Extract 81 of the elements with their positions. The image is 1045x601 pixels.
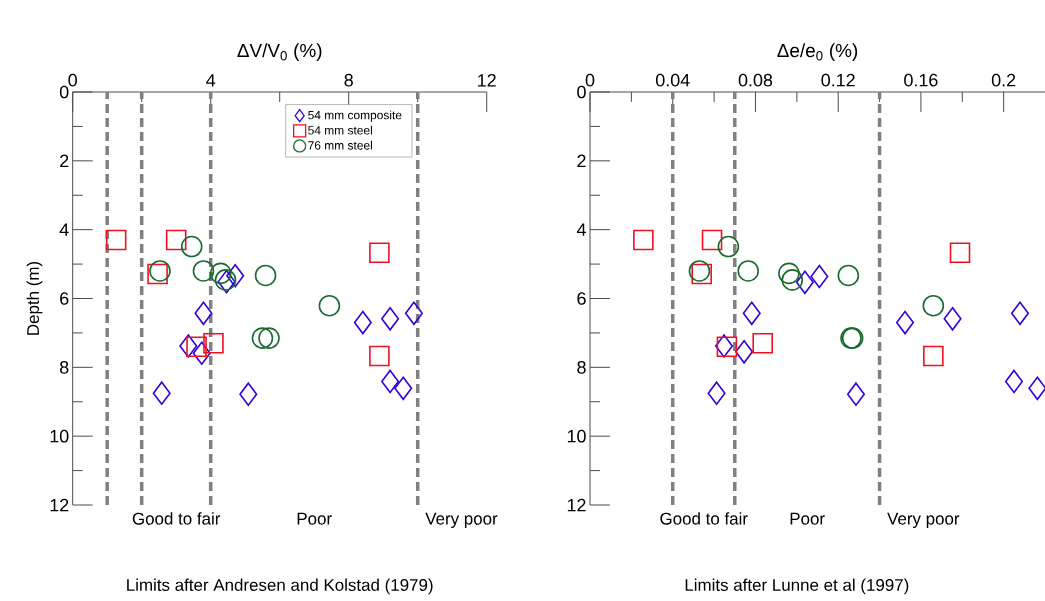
y-axis-title: Depth (m)	[26, 261, 43, 335]
x-tick-label: 0.12	[821, 73, 855, 87]
text: Poor	[790, 512, 825, 525]
point	[707, 381, 726, 405]
y-tick-label: 2	[577, 154, 586, 168]
point	[717, 235, 740, 258]
point	[701, 229, 723, 251]
point	[179, 334, 198, 358]
point	[226, 263, 245, 288]
y-tick-label: 0	[577, 85, 586, 99]
point	[778, 262, 800, 285]
point	[194, 301, 213, 326]
point	[837, 264, 860, 287]
point	[353, 310, 372, 335]
point	[795, 270, 814, 295]
point	[186, 336, 207, 357]
y-tick-label: 10	[567, 429, 586, 443]
text: Good to fair	[660, 512, 748, 525]
x-tick-label: 0.2	[991, 73, 1016, 87]
text: Limits after Andresen and Kolstad (1979)	[127, 578, 433, 595]
point	[922, 294, 945, 317]
y-tick-label: 10	[50, 429, 69, 443]
text: Good to fair	[132, 512, 221, 525]
legend-label: 54 mm composite	[308, 110, 402, 122]
point	[1010, 301, 1030, 326]
point	[781, 269, 804, 291]
point	[943, 307, 962, 331]
point	[251, 327, 274, 349]
text: Very poor	[887, 512, 960, 528]
y-tick-label: 6	[60, 292, 69, 305]
point	[895, 310, 915, 335]
point	[381, 369, 400, 394]
x-axis-title: Δe/e$_{0}$ (%)	[777, 43, 858, 61]
point	[846, 382, 866, 406]
point	[369, 242, 390, 264]
y-tick-label: 12	[567, 498, 586, 512]
y-tick-label: 4	[576, 223, 586, 236]
legend-label: 54 mm steel	[308, 125, 372, 135]
text: Very poor	[425, 512, 498, 528]
point	[192, 341, 211, 366]
x-tick-label: 0.04	[655, 73, 690, 87]
point	[735, 340, 754, 364]
y-tick-label: 8	[59, 360, 69, 374]
point	[258, 327, 280, 349]
point	[633, 229, 654, 251]
point	[949, 242, 971, 264]
y-tick-label: 2	[60, 154, 69, 168]
point	[203, 332, 224, 354]
legend-label: 76 mm steel	[308, 140, 372, 150]
point	[1004, 369, 1024, 394]
point	[105, 229, 127, 251]
point	[180, 235, 203, 258]
y-tick-label: 6	[577, 292, 586, 305]
y-tick-label: 4	[59, 223, 69, 236]
x-tick-label: 0.16	[904, 73, 938, 87]
point	[369, 345, 390, 367]
point	[254, 264, 277, 287]
point	[192, 260, 215, 282]
y-tick-label: 12	[50, 498, 69, 512]
text: Poor	[297, 512, 332, 525]
point	[737, 260, 760, 282]
point	[810, 264, 829, 289]
point	[209, 262, 232, 285]
y-tick-label: 0	[59, 85, 69, 99]
point	[165, 229, 187, 251]
point	[742, 301, 761, 326]
x-tick-label: 8	[344, 73, 353, 87]
y-tick-label: 8	[577, 360, 586, 374]
x-tick-label: 4	[206, 74, 216, 87]
point	[923, 345, 944, 367]
point	[239, 382, 258, 406]
point	[318, 294, 341, 317]
text: Limits after Lunne et al (1997)	[685, 578, 909, 595]
point	[394, 376, 413, 401]
x-tick-label: 12	[478, 73, 496, 87]
point	[381, 307, 400, 331]
x-axis-title: ΔV/V$_{0}$ (%)	[237, 43, 322, 61]
point	[404, 301, 423, 326]
point	[152, 381, 171, 405]
point	[752, 332, 773, 354]
x-tick-label: 0.08	[738, 73, 773, 87]
